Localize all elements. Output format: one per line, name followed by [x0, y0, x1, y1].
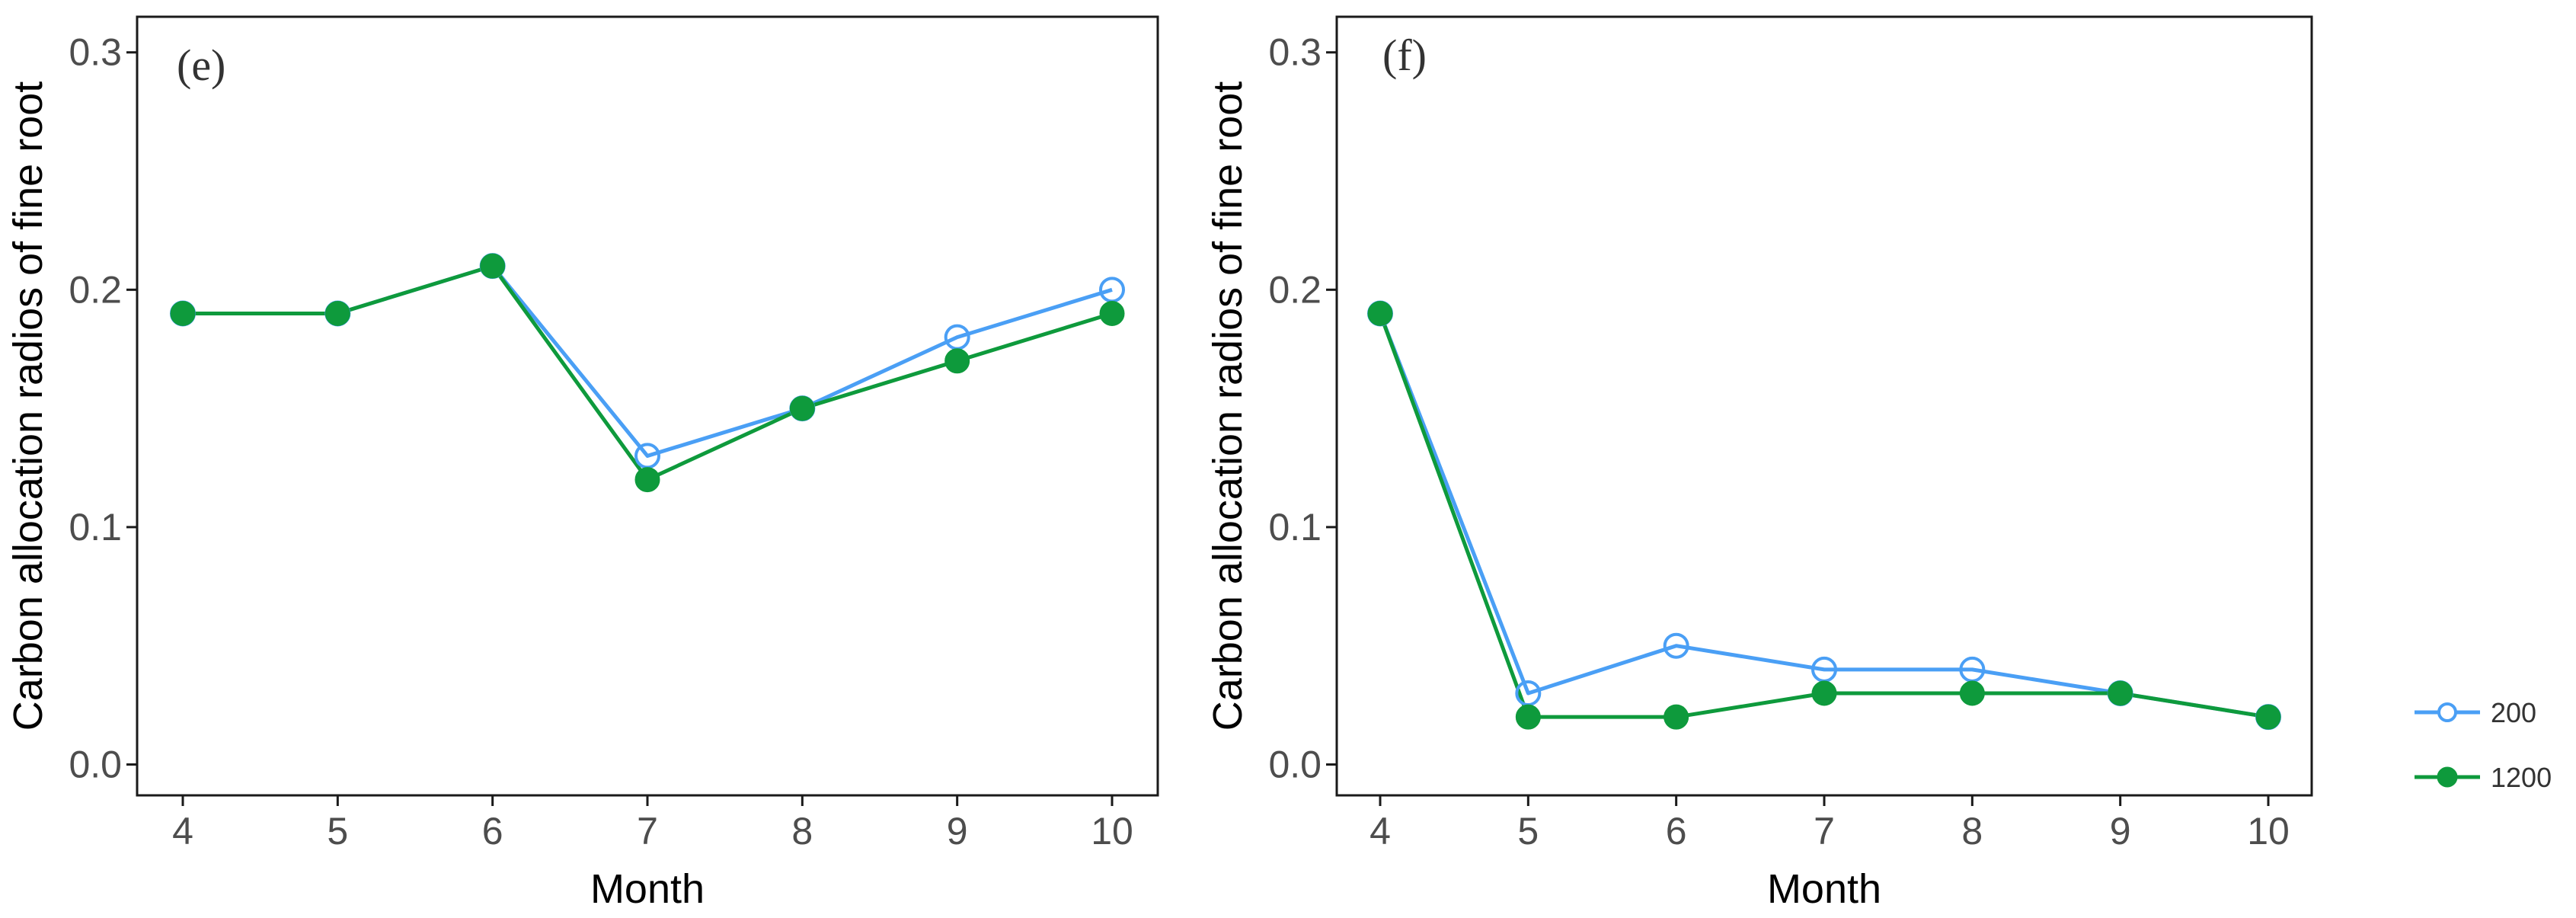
legend: 200 1200 [2415, 697, 2552, 793]
data-point-e-1200-month-10 [1099, 300, 1125, 326]
panel-f: (f) Month Carbon allocation radios of fi… [1205, 15, 2313, 912]
y-tick-label-f-0.1: 0.1 [1268, 506, 1322, 549]
x-tick-label-e-7: 7 [637, 810, 658, 852]
x-tick-label-e-6: 6 [482, 810, 503, 852]
data-point-e-1200-month-5 [324, 300, 350, 326]
x-tick-label-f-7: 7 [1814, 810, 1835, 852]
x-axis-title-e: Month [590, 866, 705, 912]
data-point-e-1200-month-6 [480, 253, 506, 279]
data-point-f-1200-month-7 [1811, 680, 1837, 706]
data-point-f-1200-month-4 [1367, 300, 1393, 326]
data-point-e-1200-month-4 [170, 300, 196, 326]
x-tick-label-f-5: 5 [1517, 810, 1539, 852]
y-tick-label-e-0.2: 0.2 [69, 268, 122, 311]
x-tick-label-e-9: 9 [947, 810, 968, 852]
y-tick-label-e-0.1: 0.1 [69, 506, 122, 549]
data-point-f-1200-month-9 [2108, 680, 2133, 706]
series-e [170, 253, 1125, 493]
x-tick-label-f-8: 8 [1961, 810, 1983, 852]
x-tick-label-f-10: 10 [2247, 810, 2290, 852]
data-point-e-1200-month-9 [944, 348, 970, 374]
data-point-f-1200-month-5 [1515, 704, 1541, 730]
panel-label-f: (f) [1382, 30, 1427, 80]
x-tick-label-e-5: 5 [327, 810, 348, 852]
y-tick-label-f-0.0: 0.0 [1268, 743, 1322, 785]
x-tick-label-e-4: 4 [172, 810, 193, 852]
panel-label-e: (e) [177, 40, 225, 90]
legend-entry-1200: 1200 [2415, 762, 2552, 793]
x-tick-label-e-8: 8 [791, 810, 813, 852]
data-point-f-1200-month-10 [2255, 704, 2281, 730]
plot-frame-f [1335, 15, 2313, 797]
plot-frame-e [136, 15, 1159, 797]
x-tick-label-f-4: 4 [1369, 810, 1391, 852]
ticks-e: 4 5 6 7 8 9 10 0.0 0.1 0.2 0.3 [69, 31, 1133, 852]
x-tick-label-e-10: 10 [1091, 810, 1133, 852]
legend-label-200: 200 [2491, 697, 2536, 728]
legend-marker-200 [2437, 702, 2457, 722]
series-line-f-200 [1378, 312, 2269, 719]
ticks-f: 4 5 6 7 8 9 10 0.0 0.1 0.2 0.3 [1268, 31, 2289, 852]
series-line-e-1200 [183, 264, 1113, 482]
legend-entry-200: 200 [2415, 697, 2536, 728]
series-f [1367, 300, 2281, 731]
legend-label-1200: 1200 [2491, 762, 2552, 793]
series-line-e-200 [183, 264, 1113, 458]
y-axis-title-e: Carbon allocation radios of fine root [5, 82, 51, 731]
panel-e: (e) Month Carbon allocation radios of fi… [5, 15, 1159, 912]
y-tick-label-e-0.3: 0.3 [69, 31, 122, 74]
y-tick-label-f-0.3: 0.3 [1268, 31, 1322, 74]
x-tick-label-f-6: 6 [1666, 810, 1687, 852]
y-tick-label-f-0.2: 0.2 [1268, 268, 1322, 311]
x-tick-label-f-9: 9 [2110, 810, 2131, 852]
legend-marker-1200 [2437, 766, 2458, 788]
x-axis-title-f: Month [1767, 866, 1881, 912]
data-point-e-1200-month-7 [634, 467, 660, 493]
data-point-f-200-month-6 [1663, 632, 1689, 659]
y-tick-label-e-0.0: 0.0 [69, 743, 122, 785]
data-point-f-1200-month-6 [1664, 704, 1689, 730]
data-point-e-1200-month-8 [789, 395, 815, 421]
y-axis-title-f: Carbon allocation radios of fine root [1205, 82, 1251, 731]
data-point-f-1200-month-8 [1959, 680, 1985, 706]
